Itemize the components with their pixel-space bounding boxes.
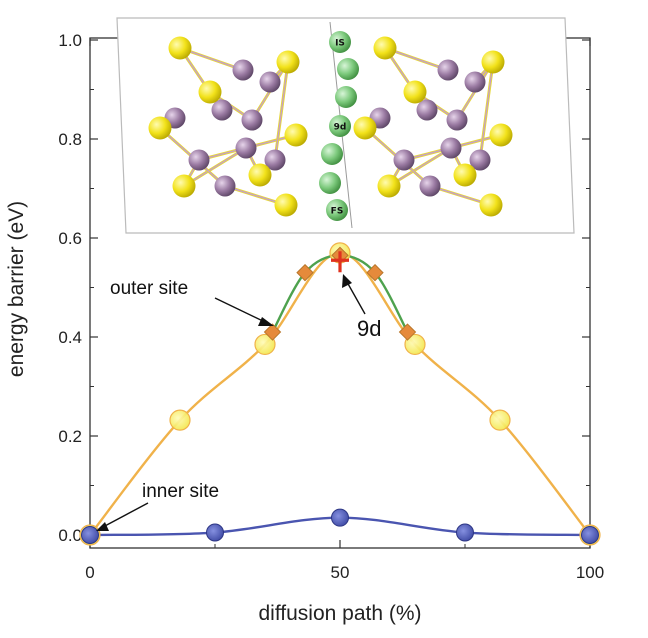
bond-highlight	[274, 61, 289, 161]
annotation-outer-site-label: outer site	[110, 278, 188, 299]
yellow-atom	[172, 174, 196, 198]
nine-d-point	[398, 323, 417, 341]
green-atom	[329, 31, 351, 53]
purple-atom	[446, 109, 468, 131]
purple-atom	[437, 59, 459, 81]
bond-highlight	[479, 61, 494, 161]
y-axis-title: energy barrier (eV)	[5, 201, 28, 377]
yellow-atom	[168, 36, 192, 60]
yellow-atom	[276, 50, 300, 74]
green-atom	[337, 58, 359, 80]
outer-site-point	[254, 333, 276, 356]
yellow-atom	[284, 123, 308, 147]
y-tick-label: 1.0	[58, 31, 82, 50]
purple-atom	[469, 149, 491, 171]
annotation-outer-site-arrow	[214, 297, 268, 324]
annotation-inner-site: inner site	[96, 481, 219, 531]
yellow-atom	[481, 50, 505, 74]
x-axis-title: diffusion path (%)	[258, 602, 421, 625]
outer-site-point	[489, 409, 511, 431]
inner-site-point	[581, 526, 599, 544]
atom-label: FS	[331, 207, 344, 217]
annotation-outer-site: outer site	[110, 278, 274, 326]
yellow-atom	[373, 36, 397, 60]
annotation-outer-site-arrowhead	[258, 317, 274, 326]
nine-d-point	[263, 323, 282, 341]
purple-atom	[416, 99, 438, 121]
green-atom	[335, 86, 357, 108]
yellow-atom	[274, 193, 298, 217]
x-tick-label: 0	[85, 563, 94, 582]
atom-label: 9d	[334, 123, 347, 133]
yellow-atom	[198, 80, 222, 104]
inset-structure: IS 9d FS	[116, 17, 575, 234]
yellow-atom	[479, 193, 503, 217]
y-tick-label: 0.6	[58, 229, 82, 248]
series-layer	[79, 242, 601, 546]
inner-site-point	[456, 523, 474, 542]
purple-atom	[393, 149, 415, 171]
purple-atom	[214, 175, 236, 197]
annotation-9d-arrow	[346, 281, 366, 315]
y-tick-label: 0.2	[58, 427, 82, 446]
nine-d-point	[296, 263, 314, 282]
green-atom	[329, 115, 351, 137]
x-tick-label: 50	[331, 563, 350, 582]
purple-atom	[211, 99, 233, 121]
purple-atom	[419, 175, 441, 197]
y-tick-label: 0.0	[58, 526, 82, 545]
yellow-atom	[353, 116, 377, 140]
purple-atom	[232, 59, 254, 81]
yellow-atom	[248, 163, 272, 187]
annotation-inner-site-arrow	[102, 502, 149, 528]
yellow-atom	[403, 80, 427, 104]
y-tick-label: 0.8	[58, 130, 82, 149]
purple-atom	[188, 149, 210, 171]
purple-atom	[464, 71, 486, 93]
yellow-atom	[453, 163, 477, 187]
purple-atom	[241, 109, 263, 131]
inset-atoms: IS 9d FS	[148, 31, 513, 221]
purple-atom	[440, 137, 462, 159]
x-axis: 0 50 100	[85, 38, 604, 582]
yellow-atom	[148, 116, 172, 140]
outer-site-point	[169, 409, 191, 431]
inner-site-point	[81, 526, 99, 544]
bond-highlight	[388, 147, 452, 187]
annotation-9d-arrowhead	[342, 274, 352, 288]
atom-label: IS	[335, 39, 345, 49]
purple-atom	[235, 137, 257, 159]
x-tick-label: 100	[576, 563, 604, 582]
y-axis: 0.0 0.2 0.4 0.6 0.8 1.0	[58, 31, 590, 545]
purple-atom	[259, 71, 281, 93]
green-atom	[321, 143, 343, 165]
y-tick-label: 0.4	[58, 328, 82, 347]
yellow-atom	[489, 123, 513, 147]
green-atom	[326, 199, 348, 221]
inner-site-point	[331, 508, 349, 527]
annotation-9d: 9d	[342, 274, 381, 341]
green-atom	[319, 172, 341, 194]
annotation-9d-label: 9d	[357, 316, 381, 341]
annotation-inner-site-label: inner site	[142, 481, 219, 502]
yellow-atom	[377, 174, 401, 198]
nine-d-point	[366, 263, 384, 282]
purple-atom	[264, 149, 286, 171]
annotation-inner-site-arrowhead	[96, 522, 109, 531]
bond-highlight	[183, 147, 247, 187]
outer-site-point	[404, 333, 426, 356]
inner-site-point	[206, 523, 224, 542]
